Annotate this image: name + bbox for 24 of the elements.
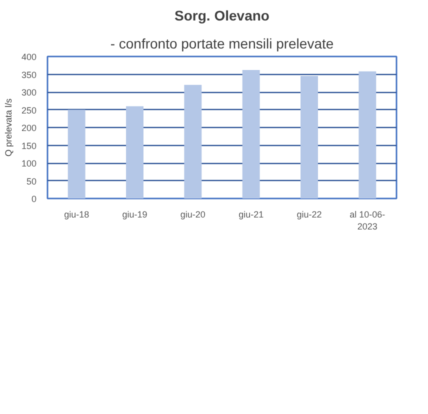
x-tick-label: giu-19 bbox=[122, 210, 148, 220]
y-tick-label: 50 bbox=[26, 176, 37, 186]
y-tick-label: 250 bbox=[21, 105, 37, 116]
bar bbox=[68, 110, 86, 198]
chart-title: Sorg. Olevano bbox=[174, 8, 270, 24]
y-tick-label: 350 bbox=[21, 70, 37, 80]
chart-subtitle: - confronto portate mensili prelevate bbox=[110, 36, 334, 52]
bar bbox=[126, 106, 144, 198]
x-tick-label: giu-20 bbox=[180, 210, 206, 220]
bar bbox=[184, 84, 202, 198]
x-tick-label: al 10-06-2023 bbox=[350, 210, 386, 232]
y-tick-label: 0 bbox=[31, 194, 37, 204]
y-tick-label: 400 bbox=[21, 52, 37, 62]
x-tick-label: giu-22 bbox=[296, 210, 322, 220]
y-axis-title: Q prelevata l/s bbox=[3, 98, 14, 157]
y-tick-label: 150 bbox=[21, 140, 37, 151]
x-tick-label: giu-18 bbox=[64, 210, 90, 220]
y-tick-label: 200 bbox=[21, 123, 37, 133]
bar bbox=[242, 70, 260, 198]
y-tick-label: 100 bbox=[21, 158, 37, 168]
y-tick-label: 300 bbox=[21, 88, 37, 98]
bar bbox=[358, 71, 376, 198]
x-tick-label: giu-21 bbox=[238, 210, 264, 220]
bar bbox=[300, 76, 318, 198]
